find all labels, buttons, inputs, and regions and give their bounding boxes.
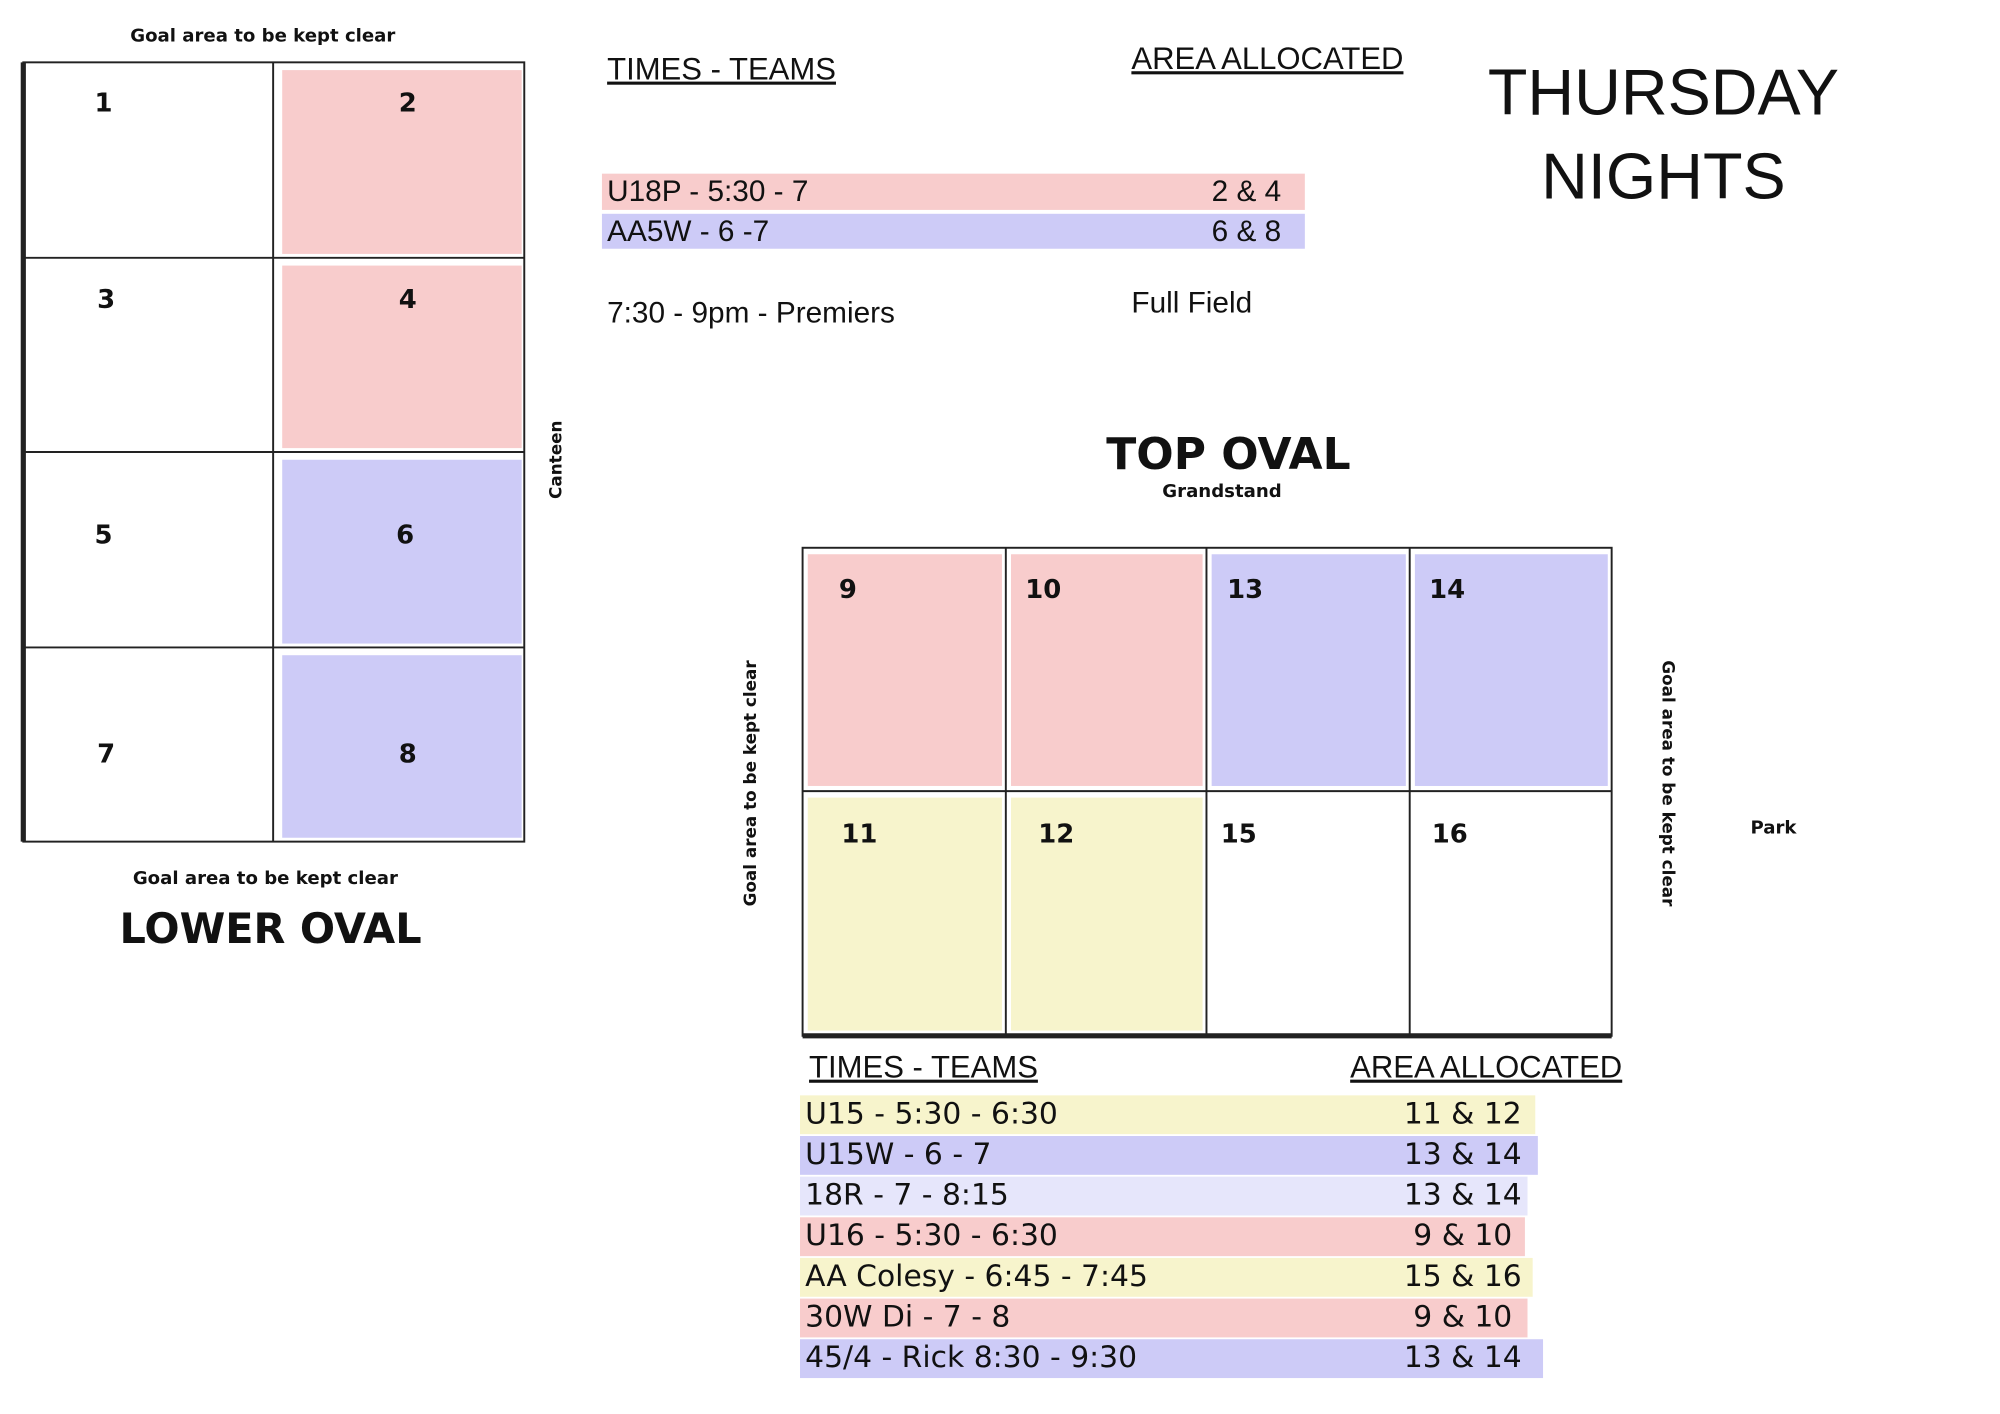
allocated-area — [807, 797, 1002, 1031]
side-note: Canteen — [546, 421, 566, 499]
header: AREA ALLOCATED — [1131, 41, 1403, 76]
goal-note: Goal area to be kept clear — [130, 25, 395, 46]
allocated-area — [282, 459, 522, 644]
schedule-area: 9 & 10 — [1413, 1300, 1512, 1335]
row-highlight — [601, 213, 1305, 249]
row-highlight — [800, 1257, 1533, 1297]
schedule-area: 11 & 12 — [1404, 1096, 1522, 1131]
area-number: 10 — [1025, 575, 1061, 605]
schedule-area: 9 & 10 — [1413, 1218, 1512, 1253]
allocated-area — [282, 655, 522, 838]
schedule-area: 13 & 14 — [1404, 1137, 1522, 1172]
schedule-team: U15W - 6 - 7 — [805, 1137, 991, 1172]
schedule-team: U15 - 5:30 - 6:30 — [805, 1096, 1058, 1131]
area-number: 9 — [839, 575, 857, 605]
allocated-area — [1414, 554, 1608, 786]
area-number: 16 — [1432, 820, 1468, 850]
schedule-area: 2 & 4 — [1212, 175, 1282, 208]
schedule-area: 13 & 14 — [1404, 1340, 1522, 1375]
oval-subtitle: Grandstand — [1162, 481, 1281, 502]
allocated-area — [1211, 554, 1406, 786]
schedule-area: Full Field — [1131, 286, 1252, 319]
row-highlight — [800, 1298, 1528, 1338]
row-highlight — [800, 1217, 1525, 1257]
schedule-team: 45/4 - Rick 8:30 - 9:30 — [805, 1340, 1137, 1375]
area-number: 5 — [95, 521, 113, 551]
allocated-area — [807, 554, 1002, 786]
goal-note: Goal area to be kept clear — [133, 868, 398, 889]
allocated-area — [1011, 554, 1203, 786]
area-number: 13 — [1227, 575, 1263, 605]
area-number: 7 — [97, 739, 115, 769]
goal-note: Goal area to be kept clear — [740, 660, 760, 907]
schedule-team: 18R - 7 - 8:15 — [805, 1178, 1009, 1213]
area-number: 15 — [1221, 820, 1257, 850]
area-number: 4 — [399, 285, 417, 315]
schedule-team: AA5W - 6 -7 — [607, 215, 769, 248]
schedule-area: 6 & 8 — [1212, 215, 1282, 248]
allocated-area — [282, 70, 522, 254]
area-number: 11 — [841, 820, 877, 850]
oval-title: LOWER OVAL — [119, 905, 421, 953]
allocated-area — [1011, 797, 1203, 1031]
area-number: 12 — [1038, 820, 1074, 850]
area-number: 2 — [399, 88, 417, 118]
schedule-team: AA Colesy - 6:45 - 7:45 — [805, 1259, 1148, 1294]
schedule-team: U18P - 5:30 - 7 — [607, 175, 808, 208]
area-number: 1 — [95, 88, 113, 118]
goal-note: Goal area to be kept clear — [1658, 660, 1678, 907]
row-highlight — [800, 1095, 1536, 1135]
row-highlight — [800, 1135, 1538, 1175]
row-highlight — [800, 1176, 1528, 1216]
area-number: 3 — [97, 285, 115, 315]
schedule-team: 30W Di - 7 - 8 — [805, 1300, 1010, 1335]
schedule-area: 15 & 16 — [1404, 1259, 1522, 1294]
schedule-area: 13 & 14 — [1404, 1178, 1522, 1213]
page-title: THURSDAY — [1488, 55, 1839, 128]
area-number: 14 — [1429, 575, 1465, 605]
row-highlight — [800, 1339, 1544, 1379]
allocated-area — [282, 265, 522, 449]
header: AREA ALLOCATED — [1350, 1050, 1622, 1085]
schedule-team: 7:30 - 9pm - Premiers — [607, 297, 895, 330]
schedule-team: U16 - 5:30 - 6:30 — [805, 1218, 1058, 1253]
header: TIMES - TEAMS — [809, 1050, 1038, 1085]
header: TIMES - TEAMS — [607, 52, 836, 87]
oval-title: TOP OVAL — [1106, 429, 1350, 480]
side-note: Park — [1750, 818, 1797, 839]
area-number: 6 — [396, 521, 414, 551]
page-title: NIGHTS — [1541, 140, 1786, 213]
area-number: 8 — [399, 739, 417, 769]
row-highlight — [601, 173, 1305, 210]
